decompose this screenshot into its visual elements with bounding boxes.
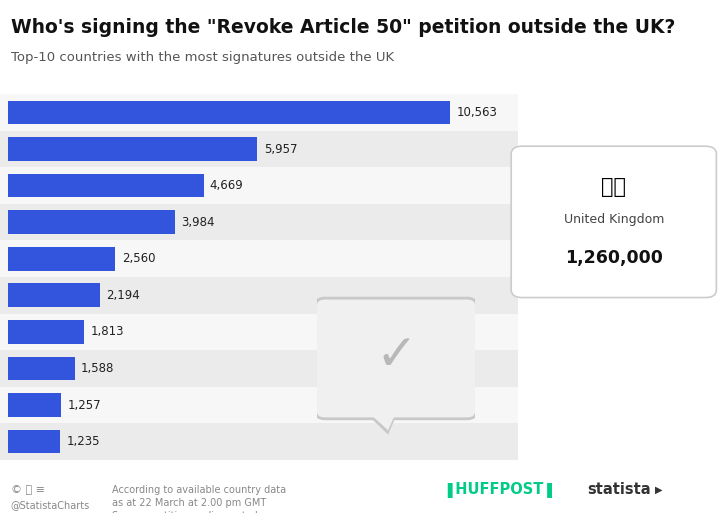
Bar <box>9 283 100 307</box>
Text: 1,235: 1,235 <box>66 435 100 448</box>
Text: 2,560: 2,560 <box>122 252 155 265</box>
Text: 🇬🇧: 🇬🇧 <box>601 177 626 197</box>
Bar <box>0 131 720 167</box>
Text: ▶: ▶ <box>655 485 662 495</box>
Bar <box>0 204 720 241</box>
Text: @StatistaCharts: @StatistaCharts <box>11 500 90 510</box>
Bar <box>9 320 84 344</box>
Bar <box>9 247 115 271</box>
Text: © ⓘ ≡: © ⓘ ≡ <box>11 485 45 495</box>
Bar <box>9 137 258 161</box>
Bar <box>9 101 450 124</box>
Text: Who's signing the "Revoke Article 50" petition outside the UK?: Who's signing the "Revoke Article 50" pe… <box>11 18 675 37</box>
Text: 1,260,000: 1,260,000 <box>565 249 662 267</box>
Bar <box>9 393 61 417</box>
Polygon shape <box>361 409 399 435</box>
Text: According to available country data
as at 22 March at 2.00 pm GMT
Source: petiti: According to available country data as a… <box>112 485 286 513</box>
Polygon shape <box>364 409 397 430</box>
Bar <box>9 430 60 453</box>
Bar <box>0 94 720 131</box>
FancyBboxPatch shape <box>315 298 477 419</box>
Bar <box>9 210 175 234</box>
Text: 5,957: 5,957 <box>264 143 297 155</box>
Bar <box>0 350 720 387</box>
Text: 4,669: 4,669 <box>210 179 243 192</box>
Text: statista: statista <box>587 482 650 498</box>
Bar <box>9 357 75 380</box>
Text: United Kingdom: United Kingdom <box>564 213 664 226</box>
Bar <box>0 313 720 350</box>
Text: 3,984: 3,984 <box>181 215 215 229</box>
Text: 10,563: 10,563 <box>456 106 497 119</box>
Text: ✓: ✓ <box>375 331 417 380</box>
Bar <box>0 423 720 460</box>
Bar <box>0 241 720 277</box>
Bar <box>0 387 720 423</box>
Text: Top-10 countries with the most signatures outside the UK: Top-10 countries with the most signature… <box>11 51 394 64</box>
Text: 1,257: 1,257 <box>67 399 101 411</box>
Bar <box>0 277 720 313</box>
Text: ❚HUFFPOST❚: ❚HUFFPOST❚ <box>443 482 555 498</box>
Bar <box>9 174 204 198</box>
Text: 2,194: 2,194 <box>107 289 140 302</box>
Bar <box>0 167 720 204</box>
Text: 1,588: 1,588 <box>81 362 114 375</box>
Text: 1,813: 1,813 <box>91 325 124 339</box>
